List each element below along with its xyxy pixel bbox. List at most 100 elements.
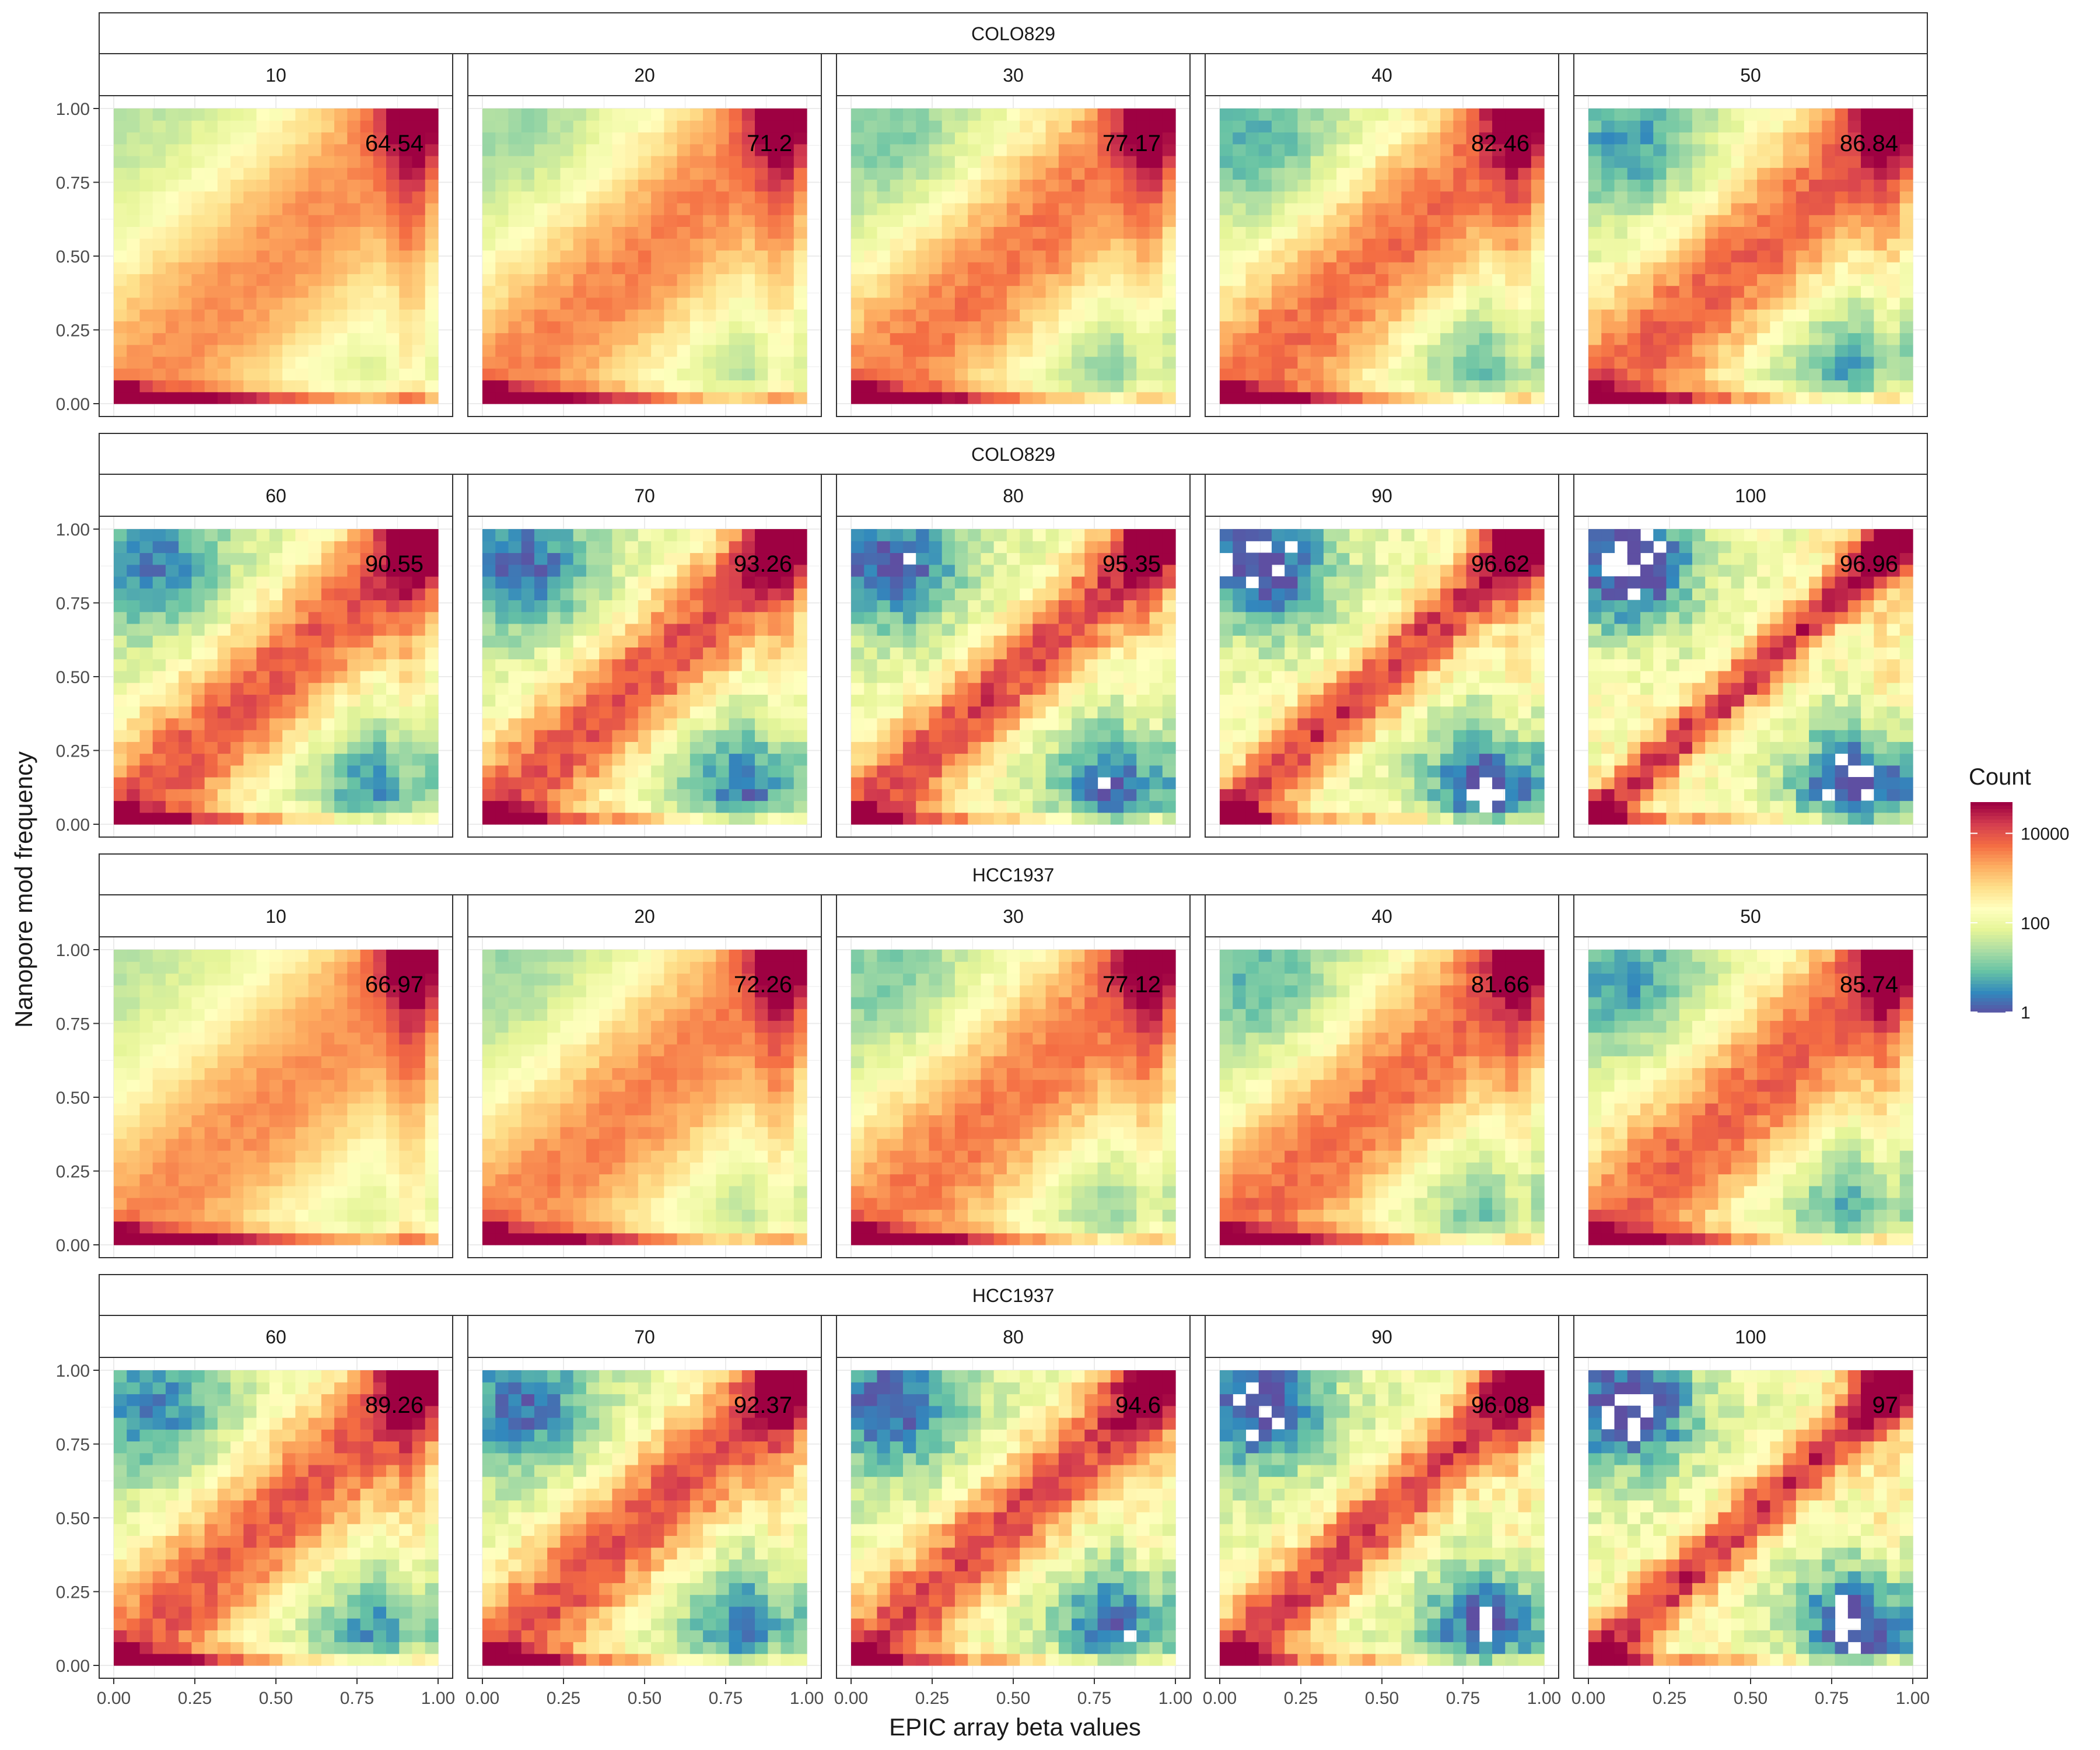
heatmap-cell [729,344,743,357]
heatmap-cell [1479,297,1493,310]
heatmap-cell [269,600,283,612]
heatmap-cell [373,611,387,624]
heatmap-cell [334,108,348,121]
heatmap-cell [230,706,244,719]
heatmap-cell [981,812,995,825]
heatmap-cell [1835,155,1849,168]
heatmap-cell [1822,155,1836,168]
heatmap-cell [890,706,904,719]
heatmap-cell [877,167,891,180]
heatmap-cell [1731,191,1745,204]
heatmap-cell [1601,202,1615,215]
heatmap-cell [1718,380,1732,393]
heatmap-cell [1679,226,1693,239]
heatmap-cell [425,730,439,742]
heatmap-cell [690,647,704,660]
heatmap-cell [729,368,743,381]
heatmap-cell [1692,108,1706,121]
heatmap-cell [127,800,141,813]
heatmap-cell [534,730,548,742]
heatmap-cell [1601,309,1615,321]
heatmap-cell [139,753,153,766]
heatmap-cell [690,179,704,192]
heatmap-cell [347,179,361,192]
heatmap-cell [321,108,335,121]
heatmap-cell [703,309,716,321]
heatmap-cell [625,647,639,660]
heatmap-cell [755,541,768,554]
heatmap-cell [178,262,192,274]
heatmap-cell [599,730,612,742]
heatmap-cell [651,670,664,683]
heatmap-cell [399,564,413,577]
heatmap-cell [729,777,743,789]
heatmap-cell [851,155,864,168]
heatmap-cell [968,576,981,589]
heatmap-cell [1006,380,1020,393]
heatmap-cell [851,576,864,589]
heatmap-cell [1310,356,1324,369]
heatmap-cell [360,635,374,648]
heatmap-cell [1531,132,1545,145]
heatmap-cell [482,344,496,357]
heatmap-cell [599,647,612,660]
heatmap-cell [1783,250,1797,262]
heatmap-cell [1020,262,1033,274]
heatmap-cell [690,215,704,227]
heatmap-cell [178,670,192,683]
heatmap-cell [508,706,522,719]
heatmap-cell [127,588,141,601]
heatmap-cell [851,588,864,601]
heatmap-cell [851,297,864,310]
heatmap-cell [864,777,878,789]
heatmap-cell [981,321,995,334]
heatmap-cell [482,380,496,393]
heatmap-cell [690,262,704,274]
heatmap-cell [139,730,153,742]
heatmap-cell [386,391,400,404]
heatmap-cell [321,297,335,310]
heatmap-cell [308,120,322,133]
heatmap-cell [230,623,244,636]
heatmap-cell [942,144,956,156]
heatmap-cell [521,682,535,695]
heatmap-cell [1588,238,1602,251]
heatmap-cell [1362,344,1376,357]
heatmap-cell [851,108,864,121]
heatmap-cell [1809,391,1822,404]
heatmap-cell [482,250,496,262]
heatmap-cell [230,812,244,825]
heatmap-cell [586,250,600,262]
heatmap-cell [1492,297,1506,310]
heatmap-cell [191,777,205,789]
heatmap-cell [780,344,794,357]
heatmap-cell [954,552,968,565]
heatmap-cell [521,179,535,192]
heatmap-cell [373,600,387,612]
heatmap-cell [1666,238,1680,251]
heatmap-cell [386,250,400,262]
heatmap-cell [269,108,283,121]
heatmap-cell [1601,344,1615,357]
heatmap-cell [269,718,283,730]
heatmap-cell [230,309,244,321]
heatmap-cell [916,368,930,381]
heatmap-cell [425,167,439,180]
heatmap-cell [1310,309,1324,321]
heatmap-cell [703,588,716,601]
heatmap-cell [178,611,192,624]
heatmap-cell [677,238,691,251]
heatmap-cell [139,262,153,274]
heatmap-cell [425,321,439,334]
heatmap-cell [1110,274,1124,286]
heatmap-cell [729,120,743,133]
heatmap-cell [1757,262,1770,274]
heatmap-cell [1466,309,1480,321]
heatmap-cell [625,155,639,168]
heatmap-cell [217,108,231,121]
heatmap-cell [334,588,348,601]
heatmap-cell [929,285,943,298]
heatmap-cell [1899,238,1913,251]
heatmap-cell [1822,344,1836,357]
heatmap-cell [1518,344,1532,357]
